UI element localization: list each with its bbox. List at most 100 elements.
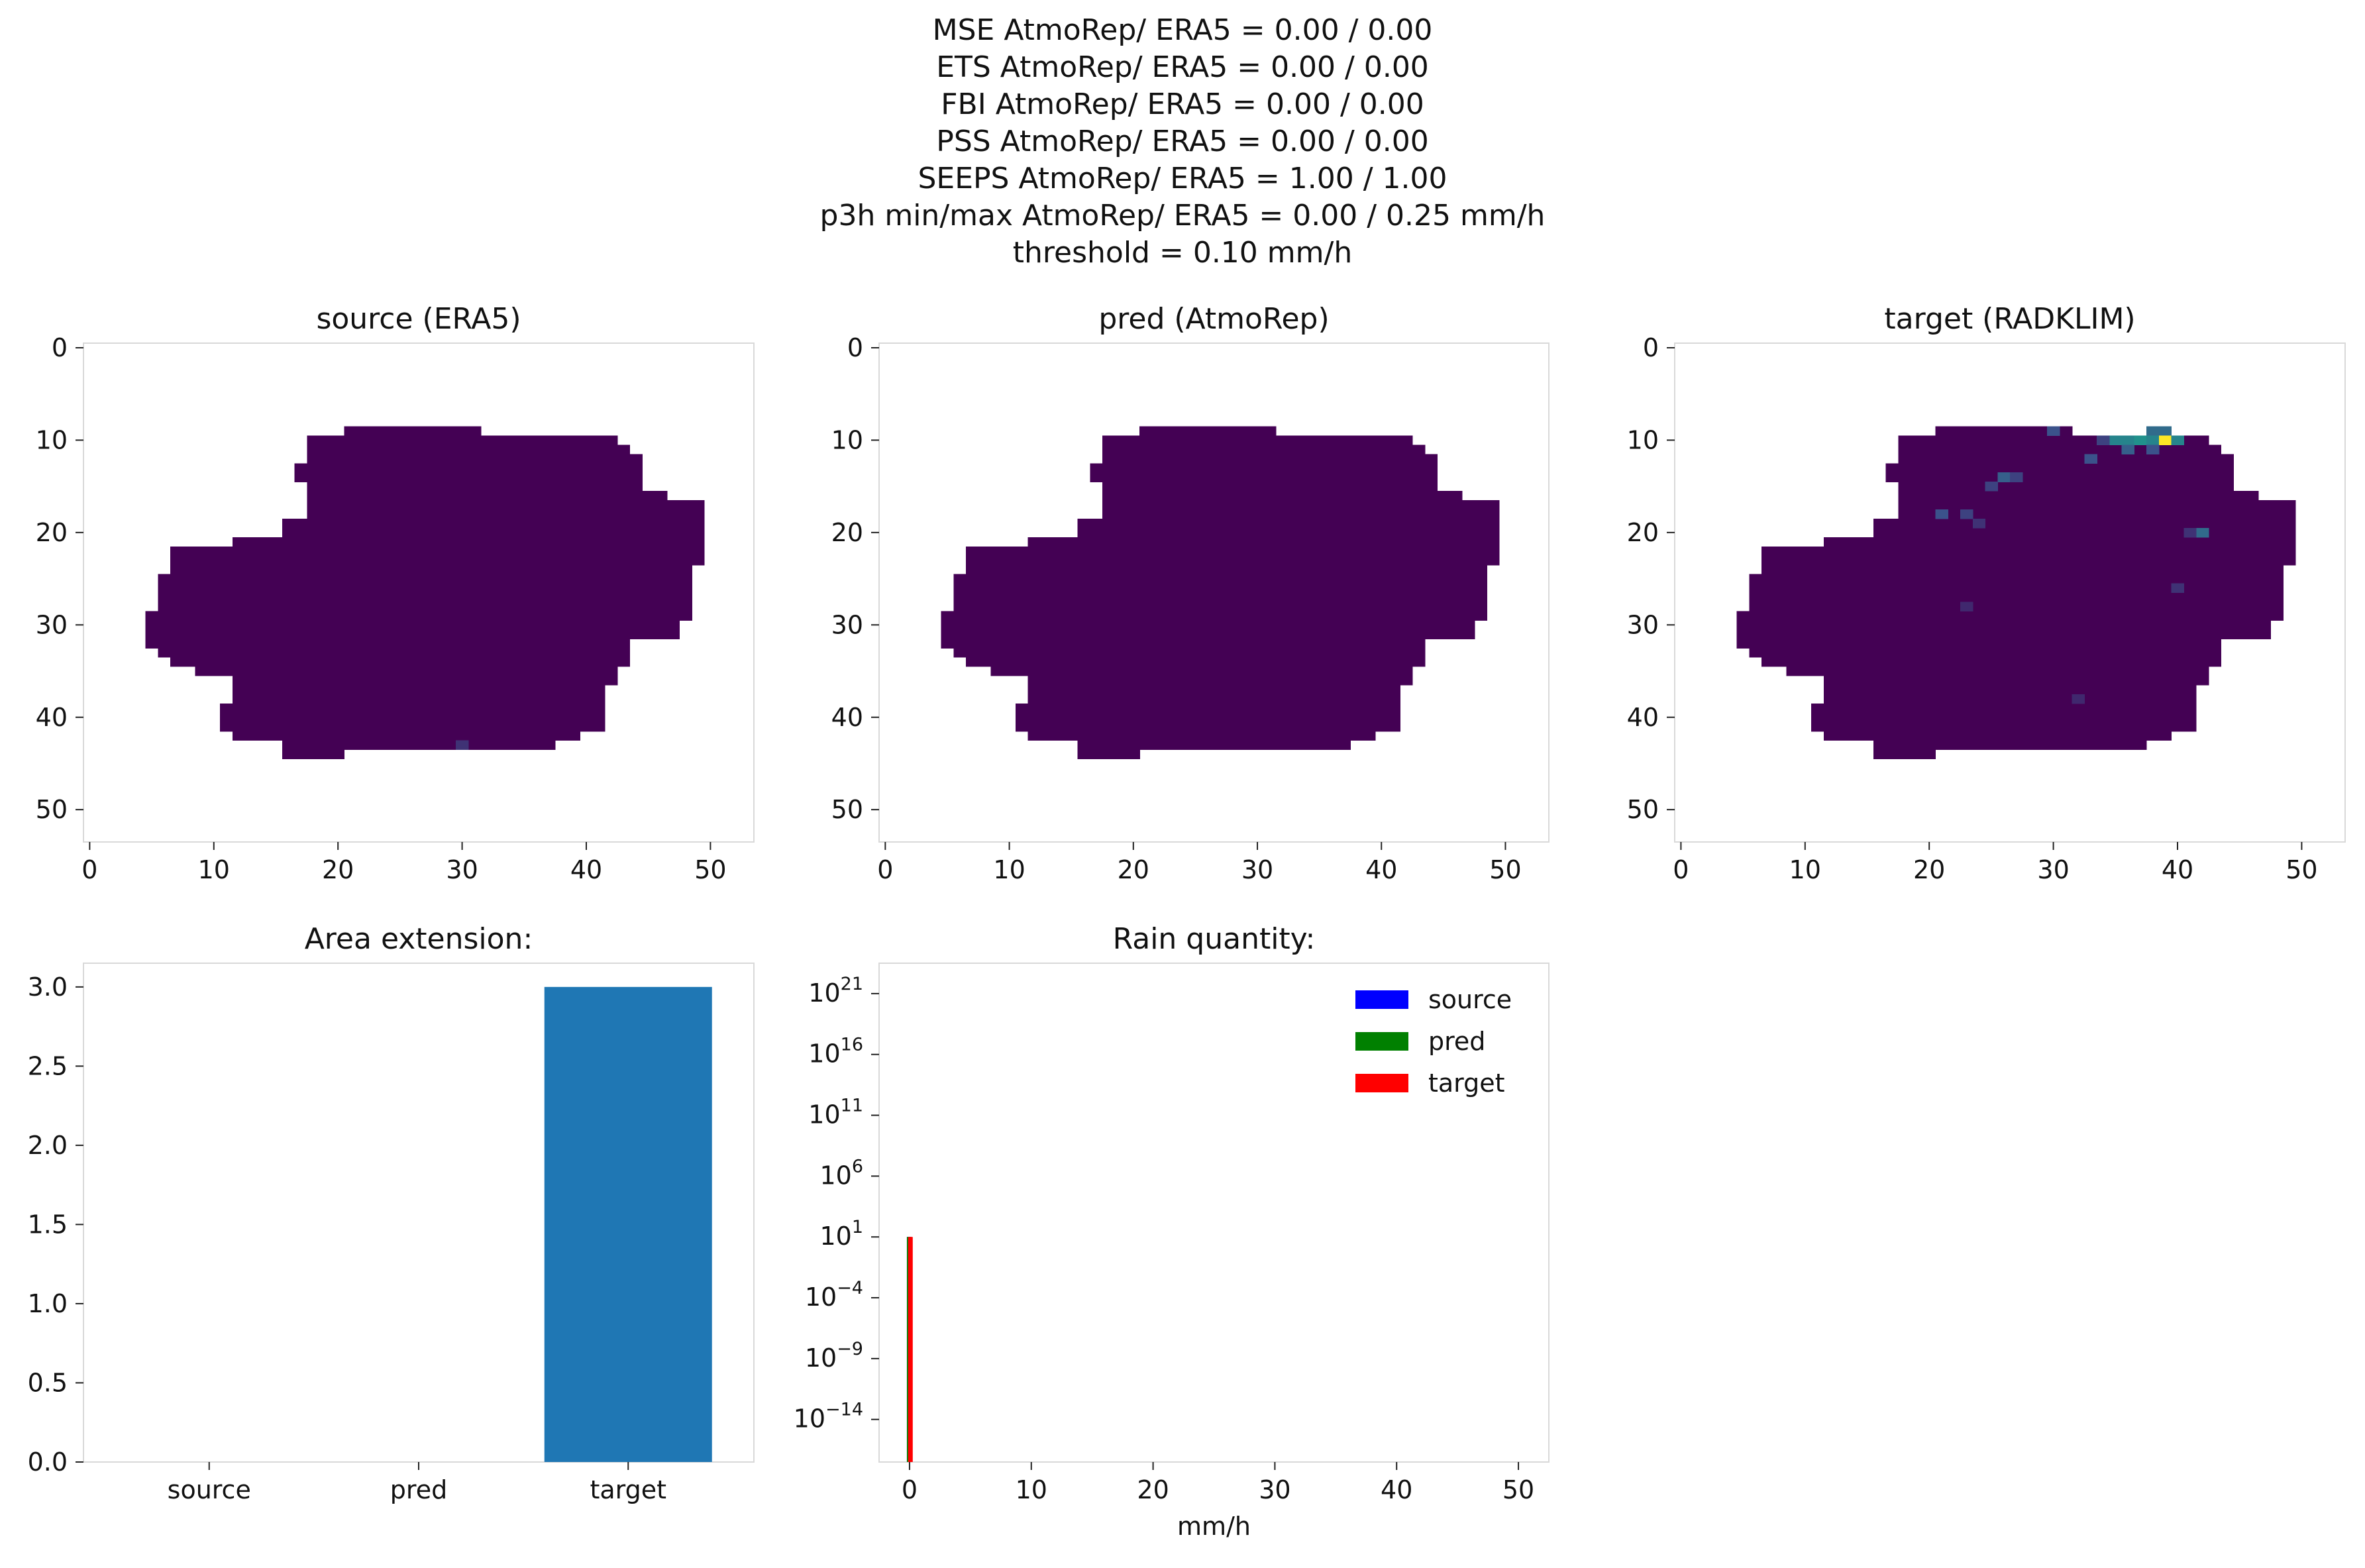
precip-cell-row bbox=[158, 583, 692, 594]
precip-cell-row bbox=[1823, 694, 2197, 704]
precip-cell-row bbox=[232, 684, 605, 695]
precip-cell-row bbox=[307, 509, 705, 519]
precip-cell-row bbox=[232, 537, 705, 547]
precip-cell-row bbox=[170, 657, 631, 667]
x-tick-label: 40 bbox=[1365, 855, 1397, 884]
precip-cell-row bbox=[1015, 721, 1400, 732]
y-tick-label: 10−14 bbox=[794, 1400, 863, 1434]
precip-cell bbox=[1935, 509, 1948, 519]
axes-frame bbox=[878, 342, 1550, 843]
precip-cell-row bbox=[1077, 740, 1351, 751]
heatmap-panel-2: 0 10 20 30 40 50 0 10 20 30 40 50 target (RADKLIM) bbox=[1627, 302, 2346, 884]
y-tick-label: 106 bbox=[819, 1156, 863, 1190]
legend-swatch-source bbox=[1355, 990, 1408, 1009]
precip-cell-row bbox=[1102, 444, 1426, 454]
precip-cell bbox=[2146, 435, 2160, 445]
precip-cell bbox=[2134, 435, 2147, 445]
y-tick-label: 10−4 bbox=[805, 1278, 863, 1312]
precip-cell-row bbox=[220, 721, 605, 732]
precip-cell-row bbox=[1749, 574, 2284, 584]
precip-cell-row bbox=[307, 435, 618, 445]
precip-cell bbox=[2171, 435, 2184, 445]
precip-cell-row bbox=[1761, 555, 2296, 566]
y-tick-label: 0.5 bbox=[28, 1368, 68, 1397]
precip-cell-row bbox=[232, 731, 581, 741]
precip-cell-row bbox=[1102, 491, 1463, 501]
precip-cell-row bbox=[1736, 629, 2272, 639]
precip-cell-row bbox=[1027, 537, 1500, 547]
panel-title: source (ERA5) bbox=[316, 302, 521, 336]
suptitle-line: threshold = 0.10 mm/h bbox=[1012, 236, 1353, 270]
precip-cell bbox=[2158, 426, 2172, 437]
precip-cell-row bbox=[953, 648, 1426, 658]
panel-title: Area extension: bbox=[305, 922, 533, 956]
y-tick-label: 50 bbox=[36, 795, 68, 824]
precip-cell-row bbox=[1102, 435, 1413, 445]
y-tick-label: 30 bbox=[831, 610, 863, 639]
y-tick-label: 10 bbox=[1627, 425, 1659, 454]
precip-cell-row bbox=[145, 611, 692, 621]
precip-cell bbox=[1960, 509, 1973, 519]
precip-cell-row bbox=[953, 592, 1487, 603]
precip-cell-row bbox=[145, 639, 631, 649]
precip-cell-row bbox=[953, 583, 1487, 594]
precip-cell-row bbox=[1873, 518, 2296, 529]
y-tick-label: 101 bbox=[819, 1217, 863, 1251]
precip-cell bbox=[2072, 694, 2085, 704]
precip-cell bbox=[2121, 444, 2135, 454]
precip-cell-row bbox=[232, 694, 605, 704]
precip-cell-row bbox=[1761, 546, 2296, 556]
precip-cell-row bbox=[282, 749, 345, 760]
y-tick-label: 0.0 bbox=[28, 1447, 68, 1477]
precip-cell-row bbox=[1102, 509, 1500, 519]
precip-cell-row bbox=[195, 666, 618, 676]
precip-cell-row bbox=[158, 648, 631, 658]
precip-cell-row bbox=[1823, 537, 2296, 547]
precip-cell-row bbox=[1749, 592, 2284, 603]
x-axis-label: mm/h bbox=[1177, 1512, 1251, 1541]
panel-title: target (RADKLIM) bbox=[1884, 302, 2135, 336]
y-tick-label: 0 bbox=[52, 333, 68, 362]
y-tick-label: 10 bbox=[36, 425, 68, 454]
precip-cell-row bbox=[1102, 454, 1438, 464]
x-tick-label: 0 bbox=[902, 1475, 918, 1504]
precip-cell bbox=[1960, 601, 1973, 611]
y-tick-label: 1011 bbox=[808, 1096, 863, 1129]
precip-cell-row bbox=[145, 620, 680, 630]
precip-cell-row bbox=[1823, 684, 2197, 695]
precip-cell-row bbox=[1015, 712, 1400, 723]
axes-frame bbox=[83, 342, 755, 843]
legend-swatch-target bbox=[1355, 1074, 1408, 1092]
precip-cell-row bbox=[282, 527, 705, 538]
legend-label-pred: pred bbox=[1428, 1027, 1485, 1056]
y-tick-label: 1.5 bbox=[28, 1210, 68, 1239]
legend-label-target: target bbox=[1428, 1069, 1505, 1098]
y-tick-label: 20 bbox=[831, 518, 863, 547]
y-tick-label: 2.0 bbox=[28, 1131, 68, 1160]
precip-cell-row bbox=[220, 703, 605, 713]
precip-cell-row bbox=[1102, 482, 1438, 492]
figure-suptitle: MSE AtmoRep/ ERA5 = 0.00 / 0.00 ETS Atmo… bbox=[0, 12, 2365, 272]
y-tick-label: 3.0 bbox=[28, 972, 68, 1002]
precip-cell bbox=[2010, 472, 2023, 482]
y-tick-label: 20 bbox=[36, 518, 68, 547]
precip-cell-row bbox=[1811, 712, 2197, 723]
precip-cell-row bbox=[953, 601, 1487, 611]
precip-cell-row bbox=[966, 555, 1500, 566]
x-tick-label: 30 bbox=[1241, 855, 1273, 884]
precip-cell-row bbox=[1077, 527, 1500, 538]
x-tick-label: 30 bbox=[446, 855, 478, 884]
precip-cell-row bbox=[232, 676, 618, 686]
area-extension-panel: source pred target 0.0 0.5 1.0 1.5 2.0 2.5 3.0 Are… bbox=[28, 922, 755, 1504]
y-tick-label: 10−9 bbox=[805, 1339, 863, 1373]
precip-cell-row bbox=[1027, 676, 1413, 686]
precip-cell-row bbox=[1935, 426, 2073, 437]
precip-cell-row bbox=[1102, 500, 1500, 510]
legend-swatch-pred bbox=[1355, 1032, 1408, 1051]
y-tick-label: 1.0 bbox=[28, 1289, 68, 1318]
precip-cell bbox=[2158, 435, 2172, 445]
precip-cell-row bbox=[307, 500, 705, 510]
precip-cell-row bbox=[1898, 482, 2234, 492]
precip-cell-row bbox=[966, 546, 1500, 556]
precip-cell-row bbox=[1873, 740, 2147, 751]
